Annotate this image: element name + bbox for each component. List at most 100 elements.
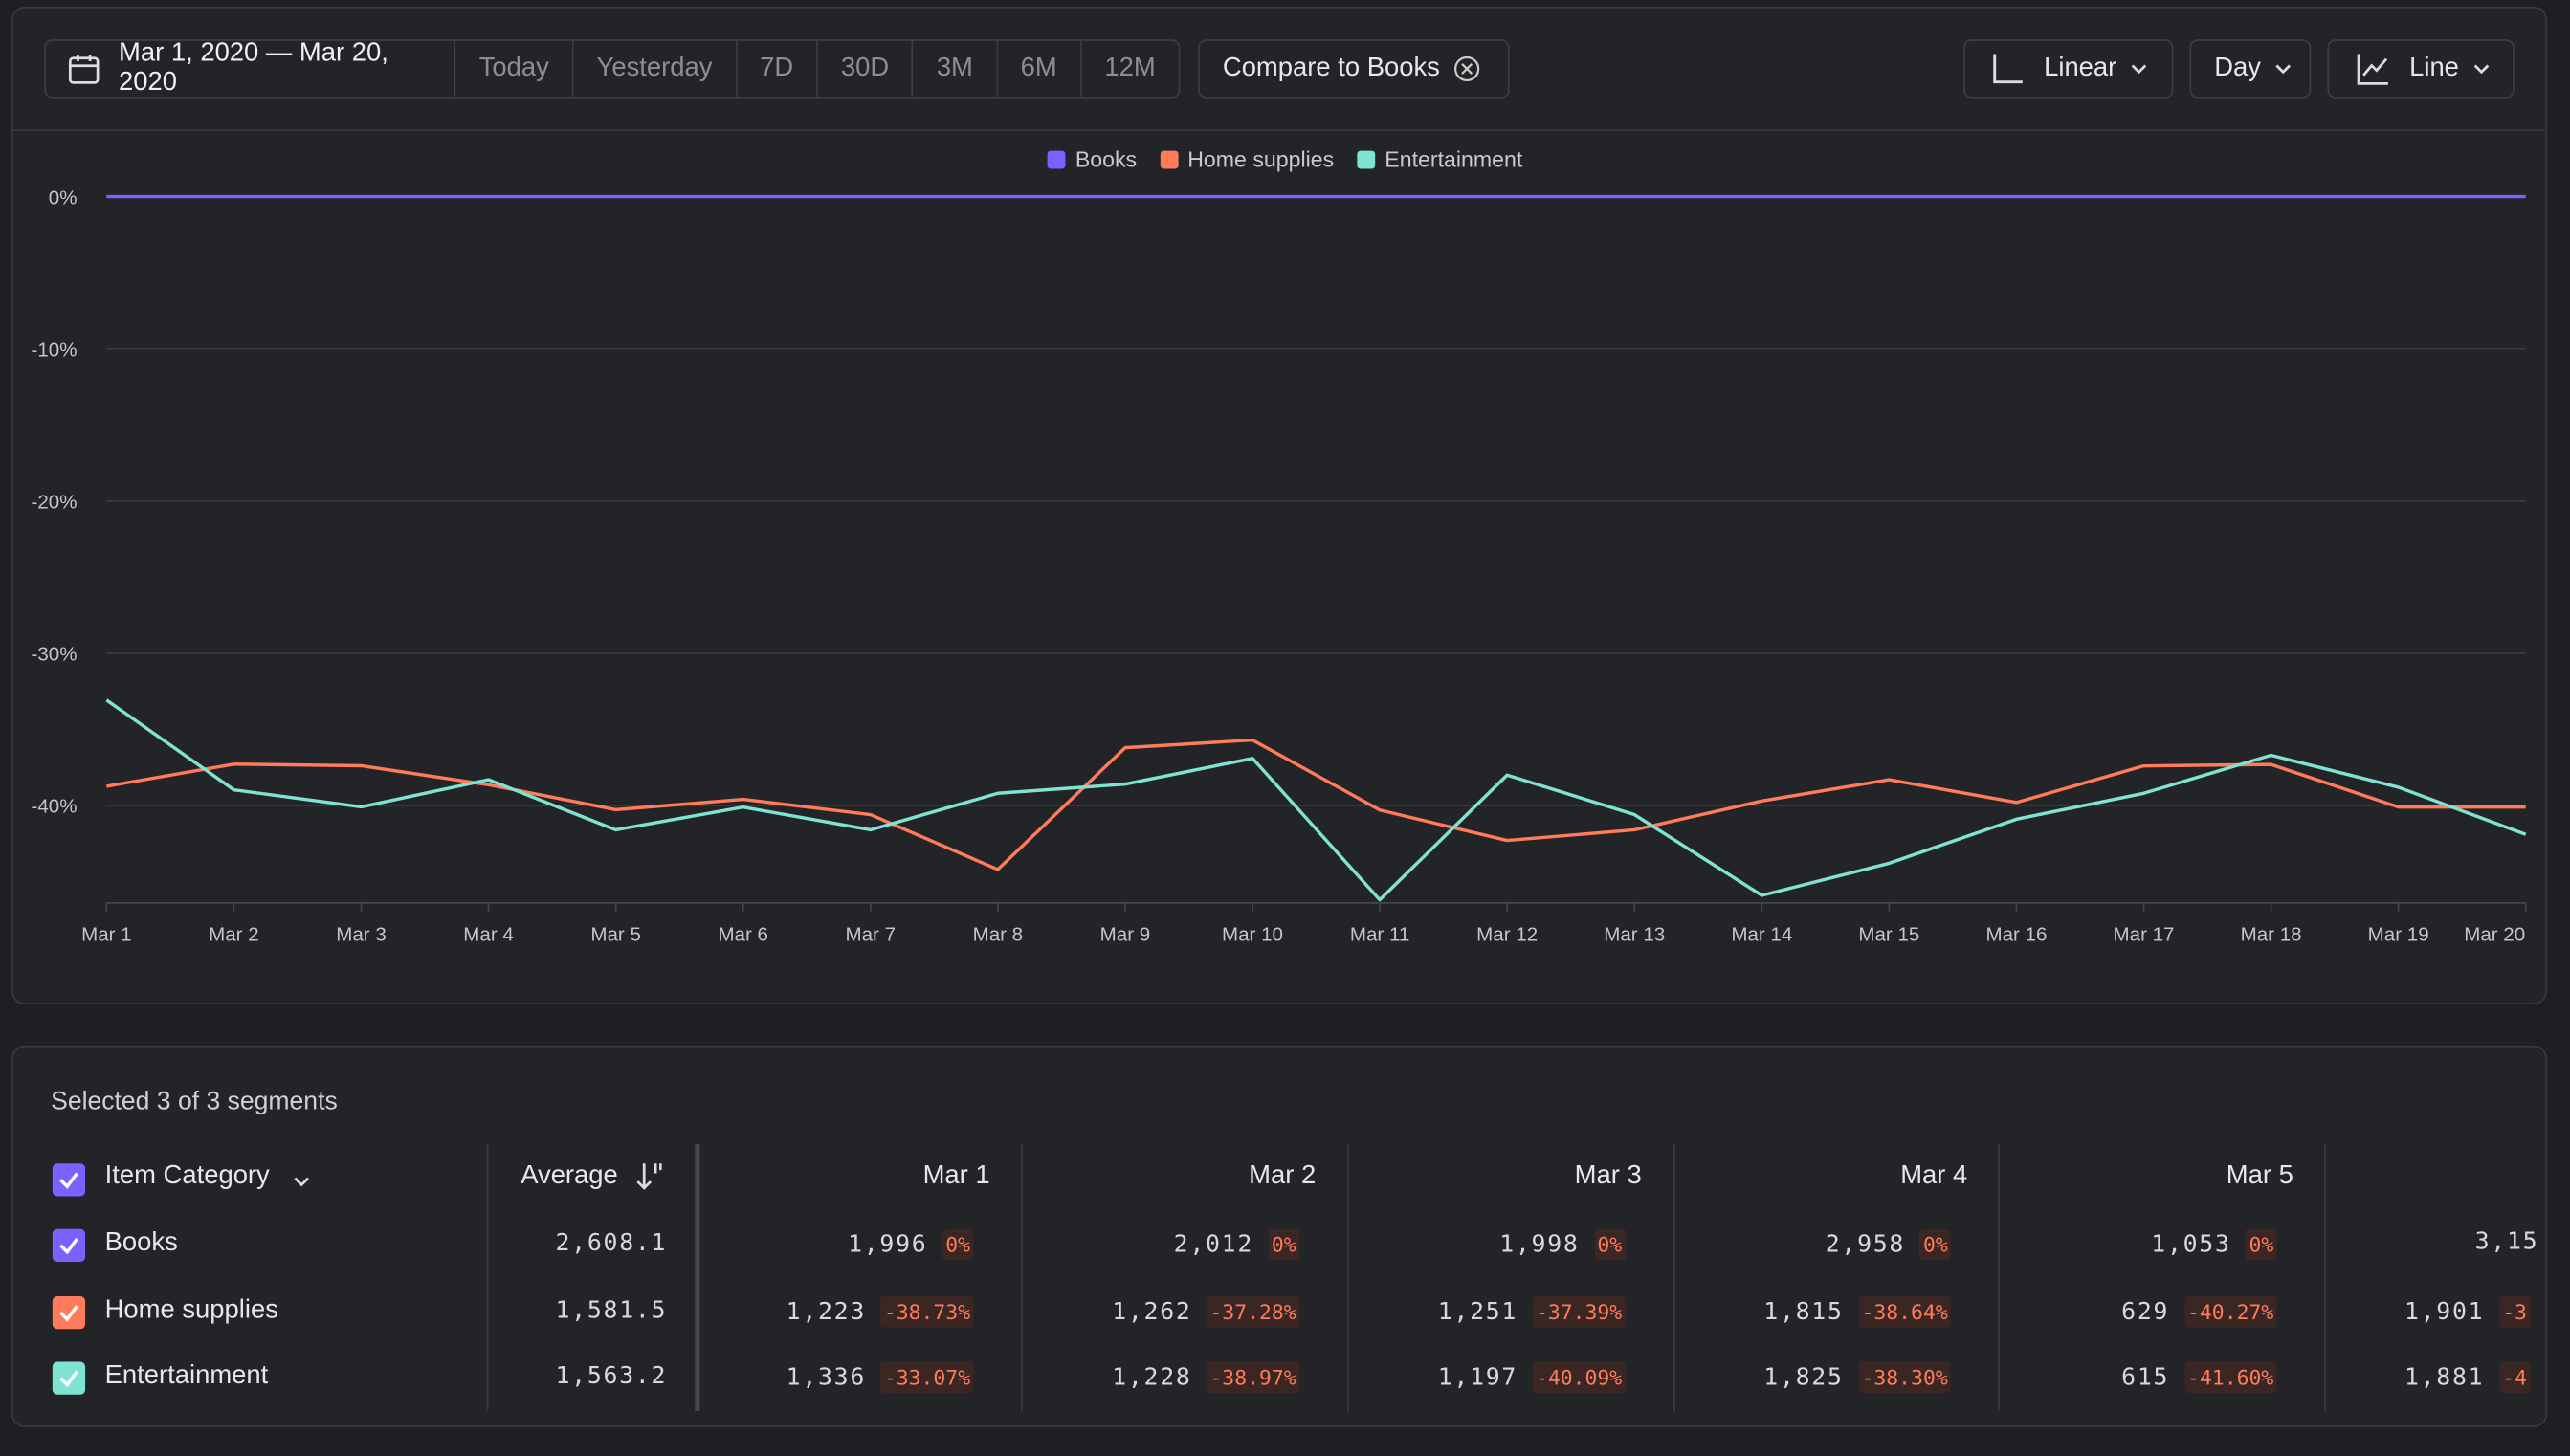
date-header: Mar 1 [922,1161,990,1190]
range-button[interactable]: 7D [735,40,816,98]
cell-value: 1,996 [848,1231,928,1258]
cell-value: 1,998 [1499,1231,1580,1258]
cell-change: -40.27% [2183,1295,2277,1328]
cell: 1,825 -38.30% [1763,1361,1952,1394]
scale-select[interactable]: Linear [1963,39,2174,99]
cell-change: 0% [1593,1228,1626,1261]
interval-select[interactable]: Day [2189,39,2312,99]
group-header: Item Category [104,1161,270,1190]
cell-value: 1,262 [1112,1298,1192,1325]
x-tick-label: Mar 19 [2368,923,2429,945]
date-header: Mar 2 [1249,1161,1317,1190]
cell-value: 1,251 [1437,1298,1518,1325]
checkbox[interactable] [52,1163,86,1197]
cell-change: 0% [2246,1228,2277,1261]
cell-change: -41.60% [2183,1361,2277,1394]
date-header: Mar 5 [2226,1161,2293,1190]
scale-label: Linear [2044,54,2117,82]
x-tick-label: Mar 2 [209,923,259,945]
cell-change: 0% [1268,1228,1300,1261]
x-tick-label: Mar 20 [2464,923,2525,945]
cell: 1,998 0% [1499,1228,1626,1261]
checkbox[interactable] [52,1228,86,1263]
range-button[interactable]: 12M [1079,40,1179,98]
cell: 2,958 0% [1825,1228,1952,1261]
cell: 1,053 0% [2151,1228,2277,1261]
legend-item[interactable]: Entertainment [1357,147,1522,172]
x-tick-label: Mar 1 [81,923,132,945]
x-tick-label: Mar 9 [1100,923,1151,945]
range-button[interactable]: Today [454,40,572,98]
date-range[interactable]: Mar 1, 2020 — Mar 20, 2020 [46,39,454,97]
cell-change: 0% [942,1228,974,1261]
cell: 629 -40.27% [2121,1295,2277,1328]
calendar-icon [68,55,100,84]
x-tick-label: Mar 15 [1858,923,1919,945]
cell-value: 3,15 [2474,1228,2539,1256]
average-cell: 2,608.1 [555,1230,668,1257]
series-line [105,698,2527,902]
interval-label: Day [2214,54,2262,82]
date-range-group: Mar 1, 2020 — Mar 20, 2020 Today Yesterda… [44,39,1181,99]
axis-icon [1993,54,2023,84]
cell-change: -37.28% [1206,1295,1300,1328]
cell: 1,996 0% [848,1228,974,1261]
legend-item[interactable]: Home supplies [1160,147,1334,172]
cell-value: 1,825 [1763,1364,1844,1391]
range-button[interactable]: 3M [912,40,996,98]
checkbox[interactable] [52,1295,86,1330]
chevron[interactable] [292,1170,312,1200]
y-tick-label: 0% [49,187,78,209]
cell: 1,262 -37.28% [1112,1295,1300,1328]
cell: 1,815 -38.64% [1763,1295,1952,1328]
table-caption: Selected 3 of 3 segments [51,1088,338,1116]
x-tick-label: Mar 3 [336,923,387,945]
legend-item[interactable]: Books [1047,147,1137,172]
cell-value: 1,881 [2404,1364,2485,1391]
row-name: Home supplies [104,1295,278,1325]
chevron [2276,64,2292,75]
x-tick-label: Mar 7 [846,923,897,945]
close-icon[interactable] [1451,55,1481,84]
y-tick-label: -40% [32,796,78,818]
date-header: Mar 3 [1574,1161,1642,1190]
cell-change: -4 [2498,1361,2531,1394]
average-header[interactable]: Average [521,1161,618,1190]
column-divider [1021,1143,1023,1411]
cell-value: 1,901 [2404,1298,2485,1325]
compare-label: Compare to Books [1222,54,1440,82]
cell-change: -38.97% [1206,1361,1300,1394]
column-divider [1998,1143,2000,1411]
cell-change: -3 [2498,1295,2531,1328]
chart-panel [11,6,2548,1005]
range-button[interactable]: Yesterday [571,40,736,98]
cell-value: 1,053 [2151,1231,2231,1258]
range-button[interactable]: 30D [816,40,912,98]
clipped-cell: 1,881 -4 [2404,1361,2531,1394]
cell: 615 -41.60% [2121,1361,2277,1394]
style-select[interactable]: Line [2327,39,2515,99]
cell-value: 1,228 [1112,1364,1192,1391]
column-divider [1347,1143,1349,1411]
range-button[interactable]: 6M [995,40,1080,98]
average-cell: 1,563.2 [555,1363,668,1390]
cell-change: -40.09% [1532,1361,1626,1394]
column-divider [486,1143,489,1411]
legend-label: Home supplies [1187,147,1335,172]
chevron [2132,64,2148,75]
cell: 1,223 -38.73% [787,1295,974,1328]
x-tick-label: Mar 17 [2114,923,2175,945]
legend: Books Home supplies Entertainment [0,147,2570,172]
cell-change: -33.07% [880,1361,974,1394]
x-tick-label: Mar 11 [1350,923,1409,945]
cell-value: 2,958 [1825,1231,1906,1258]
checkbox[interactable] [52,1361,86,1395]
column-divider [1673,1143,1675,1411]
clipped-cell: 3,15 [2404,1229,2538,1255]
row-name: Books [104,1228,178,1257]
x-tick-label: Mar 13 [1604,923,1665,945]
column-divider [2324,1143,2326,1411]
cell-value: 1,336 [786,1364,866,1391]
compare-button[interactable]: Compare to Books [1198,39,1510,99]
